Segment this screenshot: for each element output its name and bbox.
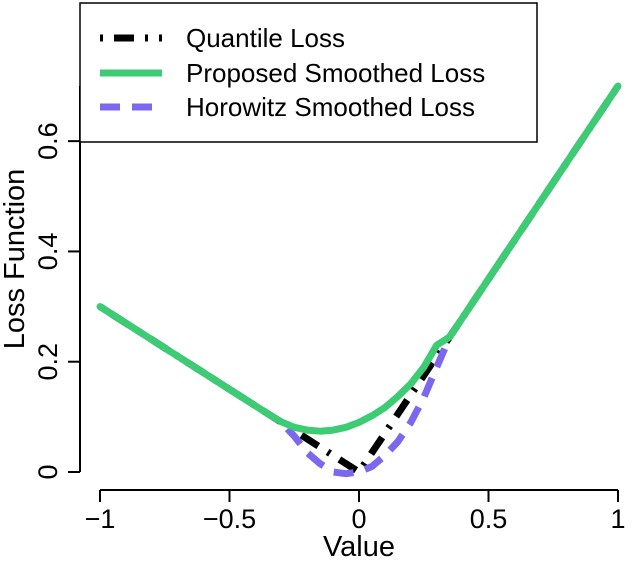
- x-tick-label: 0: [351, 504, 366, 534]
- series-line-proposed-smoothed-loss: [96, 82, 622, 435]
- x-tick-label: 0.5: [470, 504, 508, 534]
- legend: Quantile Loss Proposed Smoothed Loss Horow…: [79, 2, 538, 143]
- y-tick-label: 0.4: [33, 233, 63, 271]
- y-tick-label: 0: [33, 464, 63, 479]
- legend-label: Quantile Loss: [186, 23, 345, 53]
- x-tick-label: −1: [85, 504, 116, 534]
- y-axis-title: Loss Function: [0, 169, 31, 350]
- axes-layer: −1 −0.5 0 0.5 1 0 0.2 0.4 0.6: [33, 86, 626, 534]
- x-axis-title: Value: [323, 531, 395, 562]
- legend-label: Proposed Smoothed Loss: [186, 58, 485, 88]
- legend-entries: Quantile Loss Proposed Smoothed Loss Horow…: [100, 23, 485, 122]
- y-tick-label: 0.6: [33, 122, 63, 160]
- x-tick-label: 1: [610, 504, 625, 534]
- x-ticks: −1 −0.5 0 0.5 1: [85, 490, 626, 534]
- legend-label: Horowitz Smoothed Loss: [186, 92, 475, 122]
- x-tick-label: −0.5: [203, 504, 256, 534]
- y-ticks: 0 0.2 0.4 0.6: [33, 122, 80, 480]
- y-tick-label: 0.2: [33, 343, 63, 381]
- series-layer: [96, 82, 622, 478]
